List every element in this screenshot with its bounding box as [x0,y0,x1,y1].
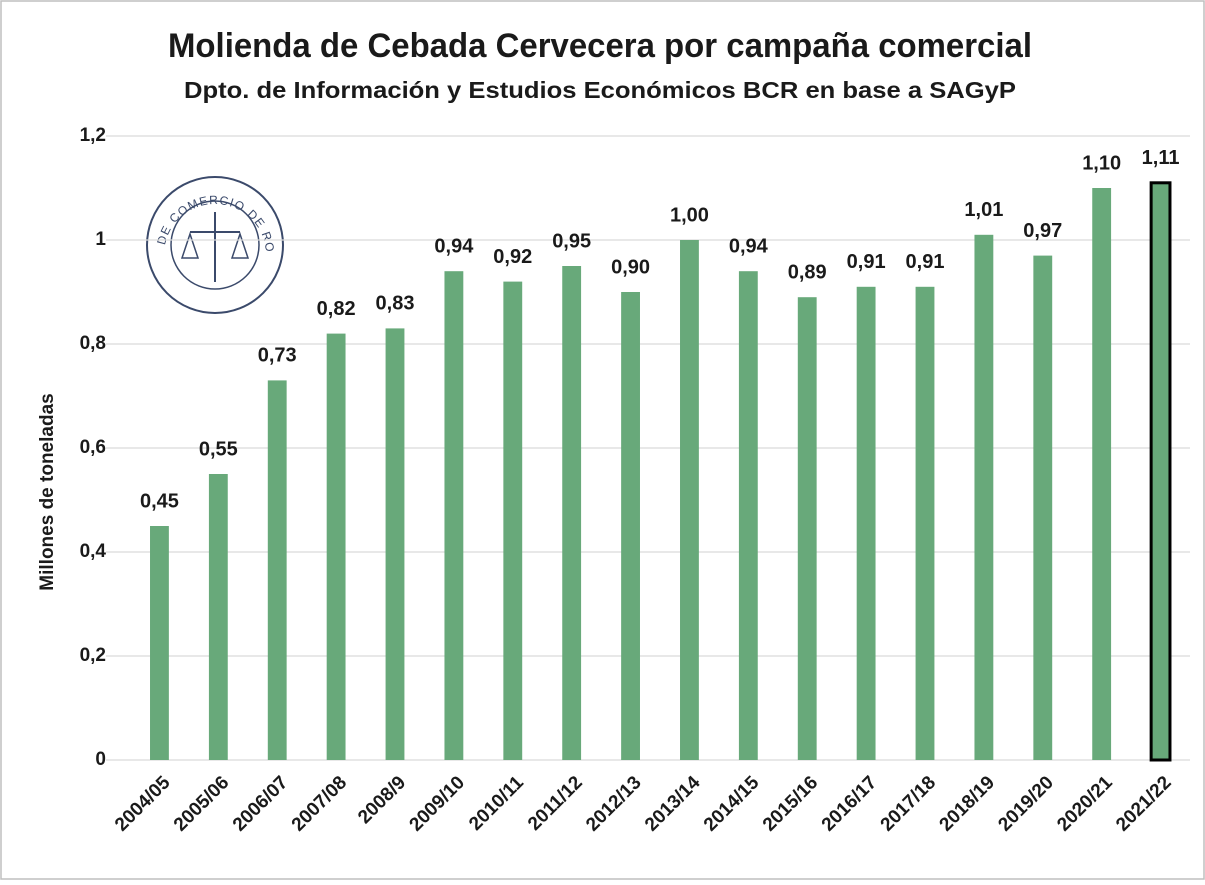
data-label: 0,92 [493,246,532,268]
bar [1149,181,1172,762]
bar [1092,188,1112,760]
bar [680,240,699,760]
y-tick-label: 1 [95,229,106,250]
bar [150,526,169,760]
data-label: 1,10 [1082,152,1121,174]
bar [503,281,523,760]
bar [444,271,464,760]
data-label: 0,90 [611,256,650,278]
bar [326,333,346,760]
data-label: 0,94 [729,235,769,257]
data-label: 0,89 [788,261,827,283]
logo-inner-ring [170,200,260,290]
y-tick-label: 0 [95,749,106,770]
bar [974,234,994,761]
bar [562,266,582,760]
data-label: 0,45 [140,490,179,512]
y-tick-label: 0,4 [80,541,107,562]
data-label: 1,01 [964,199,1003,221]
chart-title: Molienda de Cebada Cervecera por campaña… [168,27,1032,65]
y-tick-label: 0,8 [80,333,106,354]
data-label: 0,91 [906,251,945,273]
data-label: 0,55 [199,438,238,460]
data-label: 0,83 [376,293,415,315]
data-label: 0,94 [434,235,474,257]
y-axis-label: Millones de toneladas [37,393,58,590]
bar [1033,255,1053,760]
data-label: 0,97 [1023,220,1062,242]
y-tick-label: 0,2 [80,645,106,666]
data-label: 0,95 [552,230,591,252]
bar [915,286,935,760]
bar [267,380,287,760]
logo-scales [180,231,250,259]
y-tick-label: 0,6 [80,437,106,458]
bar [621,292,640,760]
bar [208,474,228,760]
data-label: 1,00 [670,204,709,226]
data-label: 0,91 [847,251,886,273]
bar [385,328,405,760]
bar [797,297,817,760]
y-tick-label: 1,2 [80,125,106,146]
bar [738,271,758,760]
bar [856,286,876,760]
data-label: 1,11 [1142,147,1180,169]
data-label: 0,73 [258,345,297,367]
chart-subtitle: Dpto. de Información y Estudios Económic… [184,77,1016,103]
data-label: 0,82 [317,298,356,320]
